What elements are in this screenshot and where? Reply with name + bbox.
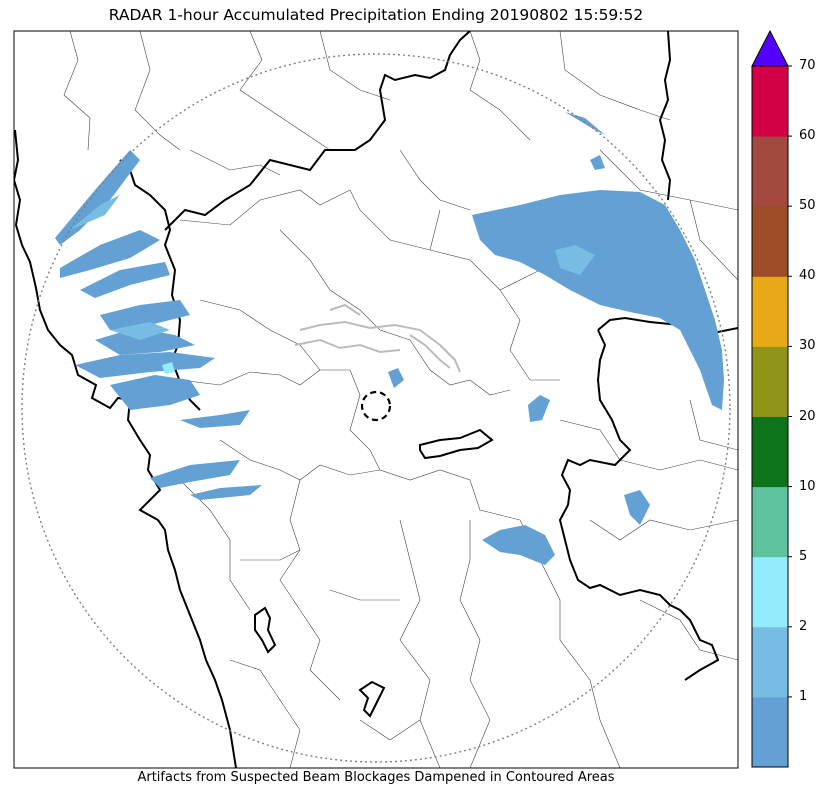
colorbar-tick-label: 70 [799,58,816,73]
colorbar [751,29,792,768]
radar-site-marker [360,390,392,422]
colorbar-swatch [752,626,788,698]
plot-frame [13,30,739,769]
colorbar-swatch [752,486,788,558]
colorbar-tick-label: 2 [799,618,808,634]
colorbar-tick-label: 40 [799,268,816,284]
colorbar-tick-label: 5 [799,548,808,564]
colorbar-swatch [752,136,788,207]
colorbar-extend-triangle [751,29,789,67]
colorbar-tick-label: 60 [799,128,816,144]
colorbar-tick-label: 50 [799,198,816,214]
colorbar-swatch [752,206,788,277]
colorbar-swatch [752,416,788,488]
colorbar-swatch [752,556,788,628]
colorbar-swatch [752,66,788,137]
colorbar-tick-label: 1 [799,688,808,704]
precipitation-echoes [55,112,724,565]
beam-blockage-contours [294,303,461,373]
colorbar-tick-label: 10 [799,478,816,494]
state-boundaries [14,31,738,768]
range-ring [21,53,731,763]
colorbar-swatch [752,696,788,768]
map-title: RADAR 1-hour Accumulated Precipitation E… [108,6,644,24]
colorbar-tick-label: 30 [799,338,816,354]
colorbar-swatch [752,346,788,417]
colorbar-tick-label: 20 [799,408,816,424]
colorbar-swatch [752,276,788,347]
map-footer-note: Artifacts from Suspected Beam Blockages … [137,770,615,785]
